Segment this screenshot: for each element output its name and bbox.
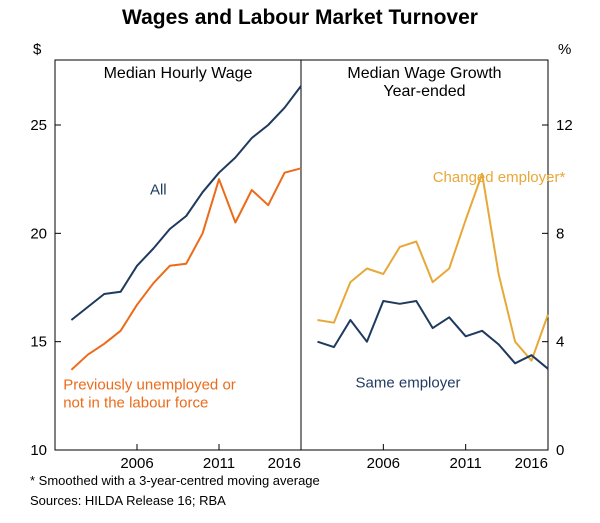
xtick-label: 2016 [515, 455, 548, 472]
series-line [71, 168, 301, 369]
right-subtitle-2: Year-ended [383, 83, 465, 100]
left-subtitle: Median Hourly Wage [104, 65, 253, 82]
series-label-same: Same employer [356, 375, 461, 392]
main-title: Wages and Labour Market Turnover [0, 6, 600, 30]
ytick-label-left: 10 [30, 442, 47, 459]
xtick-label: 2006 [367, 455, 400, 472]
xtick-label: 2006 [120, 455, 153, 472]
series-line [318, 174, 549, 361]
ytick-label-right: 12 [556, 117, 573, 134]
sources: Sources: HILDA Release 16; RBA [30, 493, 226, 508]
ytick-label-right: 4 [556, 334, 564, 351]
right-subtitle-1: Median Wage Growth [347, 65, 501, 82]
ytick-label-left: 20 [30, 225, 47, 242]
ytick-label-right: 0 [556, 442, 564, 459]
series-label-prev-1: Previously unemployed or [63, 376, 236, 393]
right-unit: % [558, 41, 571, 58]
left-unit: $ [33, 41, 42, 58]
ytick-label-left: 15 [30, 334, 47, 351]
series-label-changed: Changed employer* [433, 169, 566, 186]
series-label-all: All [150, 181, 167, 198]
xtick-label: 2011 [203, 455, 235, 472]
chart-svg: 10 15 20 25 0 4 8 12 $% 2006 2011 2016 2006 2011 2016 M… [0, 0, 600, 518]
xtick-label: 2016 [268, 455, 301, 472]
footnote: * Smoothed with a 3-year-centred moving … [30, 473, 320, 488]
series-label-prev-2: not in the labour force [63, 394, 208, 411]
xtick-label: 2011 [450, 455, 482, 472]
ytick-label-left: 25 [30, 117, 47, 134]
chart-container: Wages and Labour Market Turnover 10 15 20 2… [0, 0, 600, 518]
ytick-label-right: 8 [556, 225, 564, 242]
